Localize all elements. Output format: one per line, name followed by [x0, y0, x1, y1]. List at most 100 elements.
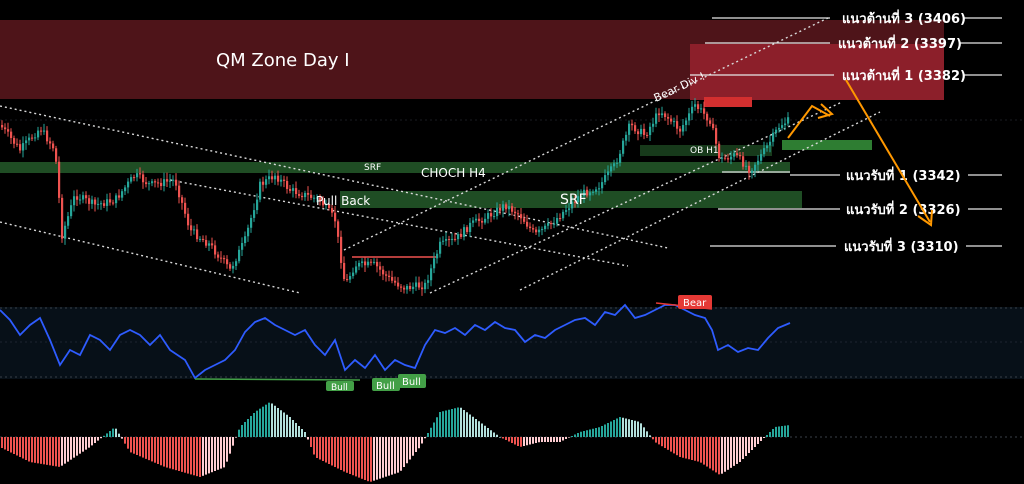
macd-bar: [703, 437, 705, 465]
candle: [526, 214, 529, 230]
macd-bar: [739, 437, 741, 462]
macd-bar: [460, 407, 462, 437]
macd-bar: [331, 437, 333, 466]
macd-bar: [661, 437, 663, 447]
candle: [43, 123, 46, 135]
candle: [223, 255, 226, 264]
macd-bar: [358, 437, 360, 478]
macd-bar: [589, 429, 591, 437]
macd-bar: [709, 437, 711, 469]
candle: [172, 175, 175, 187]
macd-bar: [31, 437, 33, 463]
candle: [658, 108, 661, 122]
macd-bar: [532, 437, 534, 444]
candle: [529, 222, 532, 232]
candle: [313, 194, 316, 203]
macd-bar: [760, 437, 762, 441]
candle: [328, 198, 331, 211]
macd-bar: [22, 437, 24, 459]
down-arrow-head: [917, 209, 933, 227]
macd-bar: [721, 437, 723, 474]
candle: [163, 172, 166, 192]
candle: [367, 257, 370, 268]
candle: [670, 115, 673, 125]
candle: [742, 152, 745, 170]
macd-bar: [787, 425, 789, 437]
macd-bar: [19, 437, 21, 457]
candle: [199, 236, 202, 243]
macd-bar: [271, 403, 273, 437]
macd-bar: [646, 431, 648, 437]
candle: [451, 233, 454, 246]
candle: [463, 224, 466, 241]
macd-bar: [751, 437, 753, 450]
candle: [160, 178, 163, 191]
macd-bar: [79, 437, 81, 454]
macd-bar: [706, 437, 708, 467]
macd-bar: [361, 437, 363, 479]
candle: [289, 185, 292, 194]
candle: [52, 140, 55, 152]
candle: [262, 176, 265, 192]
candle: [712, 117, 715, 131]
candle: [778, 123, 781, 133]
red-supply-box: [704, 97, 752, 107]
candle: [70, 199, 73, 219]
macd-bar: [412, 437, 414, 456]
macd-bar: [463, 410, 465, 437]
up-channel-lower: [519, 111, 881, 291]
candle: [208, 240, 211, 251]
macd-bar: [178, 437, 180, 471]
candle: [238, 245, 241, 264]
candle: [760, 149, 763, 164]
candle: [565, 204, 568, 215]
macd-bar: [769, 432, 771, 437]
macd-bar: [52, 437, 54, 466]
rsi-bull-divergence: [194, 378, 361, 381]
candle: [460, 228, 463, 239]
candle: [58, 156, 61, 204]
candle: [520, 207, 523, 225]
candle: [310, 190, 313, 201]
macd-bar: [223, 437, 225, 468]
candle: [544, 223, 547, 232]
candle: [550, 220, 553, 230]
macd-bar: [613, 420, 615, 437]
macd-bar: [772, 429, 774, 437]
macd-bar: [13, 437, 15, 454]
macd-bar: [154, 437, 156, 463]
macd-bar: [46, 437, 48, 465]
macd-bar: [649, 435, 651, 437]
down-arrow-path: [845, 79, 931, 223]
macd-bar: [373, 437, 375, 481]
candle: [553, 216, 556, 229]
macd-bar: [682, 437, 684, 458]
candle: [559, 213, 562, 222]
candle: [373, 258, 376, 265]
macd-bar: [232, 437, 234, 446]
macd-bar: [376, 437, 378, 480]
candle: [439, 237, 442, 258]
macd-bar: [169, 437, 171, 469]
macd-bar: [226, 437, 228, 462]
macd-bar: [493, 432, 495, 437]
macd-bar: [499, 437, 501, 438]
candle: [628, 120, 631, 142]
candle: [715, 124, 718, 151]
candle: [433, 252, 436, 274]
candle: [385, 271, 388, 282]
macd-bar: [538, 437, 540, 443]
macd-bar: [604, 424, 606, 437]
candle: [340, 230, 343, 269]
macd-bar: [634, 420, 636, 437]
macd-bar: [343, 437, 345, 472]
macd-bar: [733, 437, 735, 466]
candle: [517, 209, 520, 221]
macd-bar: [370, 437, 372, 482]
candle: [298, 189, 301, 199]
up-arrow-head: [817, 103, 835, 119]
candle: [106, 193, 109, 212]
macd-bar: [136, 437, 138, 455]
level-label-2: แนวต้านที่ 2 (3397): [838, 34, 962, 52]
